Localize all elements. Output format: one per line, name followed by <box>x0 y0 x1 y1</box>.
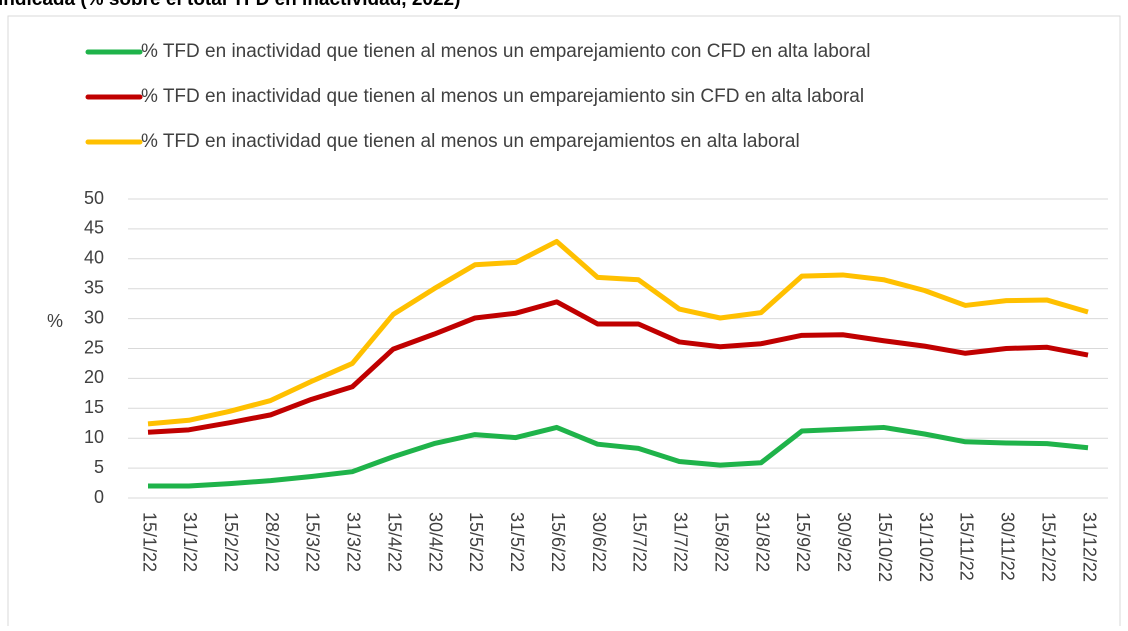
x-tick-label: 31/12/22 <box>1079 512 1099 582</box>
x-tick-label: 30/9/22 <box>834 512 854 572</box>
y-tick-label: 45 <box>84 218 104 238</box>
x-tick-label: 31/7/22 <box>671 512 691 572</box>
x-tick-label: 31/1/22 <box>180 512 200 572</box>
x-tick-label: 15/5/22 <box>466 512 486 572</box>
x-tick-label: 15/6/22 <box>548 512 568 572</box>
data-line <box>147 238 1089 427</box>
y-tick-label: 0 <box>94 487 104 507</box>
legend-label: % TFD en inactividad que tienen al menos… <box>141 131 800 152</box>
y-tick-label: 5 <box>94 457 104 477</box>
y-tick-label: 40 <box>84 248 104 268</box>
y-tick-label: 30 <box>84 307 104 327</box>
x-tick-label: 31/8/22 <box>752 512 772 572</box>
x-tick-label: 15/4/22 <box>384 512 404 572</box>
legend-label: % TFD en inactividad que tienen al menos… <box>141 86 864 107</box>
y-tick-label: 20 <box>84 367 104 387</box>
data-line <box>147 299 1089 435</box>
y-tick-label: 50 <box>84 188 104 208</box>
x-tick-label: 15/11/22 <box>957 512 977 581</box>
x-tick-label: 28/2/22 <box>262 512 282 572</box>
x-tick-label: 15/3/22 <box>303 512 323 572</box>
x-tick-label: 30/11/22 <box>998 512 1018 581</box>
x-tick-label: 15/8/22 <box>711 512 731 572</box>
y-tick-label: 10 <box>84 427 104 447</box>
y-axis-label: % <box>47 311 63 331</box>
x-tick-label: 15/12/22 <box>1038 512 1058 582</box>
x-tick-label: 15/9/22 <box>793 512 813 572</box>
chart-border <box>7 15 1121 631</box>
x-tick-label: 31/10/22 <box>916 512 936 582</box>
x-tick-label: 15/1/22 <box>139 512 159 572</box>
y-tick-label: 25 <box>84 337 104 357</box>
x-tick-label: 15/2/22 <box>221 512 241 572</box>
y-tick-label: 15 <box>84 397 104 417</box>
x-tick-label: 30/4/22 <box>425 512 445 572</box>
y-tick-label: 35 <box>84 277 104 297</box>
x-tick-label: 15/10/22 <box>875 512 895 582</box>
legend-label: % TFD en inactividad que tienen al menos… <box>141 41 870 62</box>
x-tick-label: 31/5/22 <box>507 512 527 572</box>
x-tick-label: 30/6/22 <box>589 512 609 572</box>
data-line <box>148 424 1089 489</box>
chart-title: indicada (% sobre el total TFD en inacti… <box>0 0 460 10</box>
x-tick-label: 31/3/22 <box>344 512 364 572</box>
x-tick-label: 15/7/22 <box>630 512 650 572</box>
